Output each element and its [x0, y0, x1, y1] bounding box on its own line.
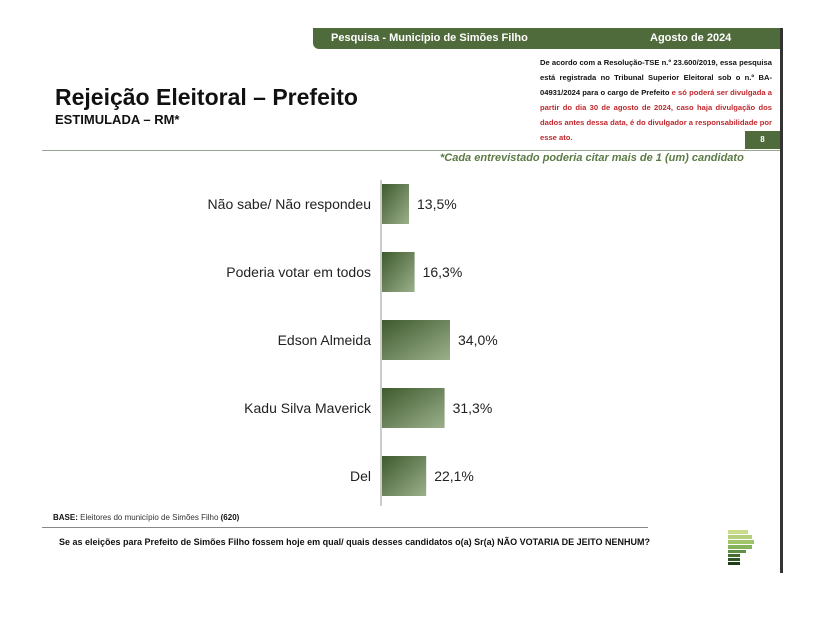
base-text: Eleitores do município de Simões Filho — [77, 513, 221, 522]
notice-warning: e só poderá ser divulgada a partir do di… — [540, 88, 772, 142]
notice-text: De acordo com a Resolução-TSE n.º 23.600… — [540, 58, 772, 97]
category-label: Kadu Silva Maverick — [244, 400, 372, 416]
value-label: 31,3% — [453, 400, 493, 416]
page-subtitle: ESTIMULADA – RM* — [55, 112, 180, 127]
divider — [42, 150, 780, 151]
bar — [382, 456, 427, 496]
base-count: (620) — [220, 513, 240, 522]
value-label: 34,0% — [458, 332, 498, 348]
legal-notice: De acordo com a Resolução-TSE n.º 23.600… — [540, 55, 772, 145]
category-label: Poderia votar em todos — [226, 264, 371, 280]
survey-question: Se as eleições para Prefeito de Simões F… — [59, 537, 650, 547]
page-number: 8 — [745, 131, 780, 149]
divider — [42, 527, 648, 528]
brand-logo — [728, 530, 754, 565]
category-label: Edson Almeida — [278, 332, 372, 348]
bar — [382, 320, 450, 360]
bar — [382, 252, 415, 292]
footnote: *Cada entrevistado poderia citar mais de… — [440, 152, 744, 164]
base-label: BASE: — [53, 513, 78, 522]
base-note: BASE: Eleitores do município de Simões F… — [53, 513, 239, 522]
survey-date: Agosto de 2024 — [650, 32, 732, 44]
right-border — [780, 28, 783, 573]
survey-name: Pesquisa - Município de Simões Filho — [331, 32, 528, 44]
header-bar: Pesquisa - Município de Simões Filho Ago… — [313, 28, 781, 49]
value-label: 22,1% — [434, 468, 474, 484]
bar-chart: Não sabe/ Não respondeu 13,5% Poderia vota… — [208, 180, 498, 506]
value-label: 13,5% — [417, 196, 457, 212]
page-title: Rejeição Eleitoral – Prefeito — [55, 84, 358, 110]
bar — [382, 184, 409, 224]
value-label: 16,3% — [423, 264, 463, 280]
category-label: Não sabe/ Não respondeu — [208, 196, 371, 212]
bar — [382, 388, 445, 428]
category-label: Del — [350, 468, 371, 484]
